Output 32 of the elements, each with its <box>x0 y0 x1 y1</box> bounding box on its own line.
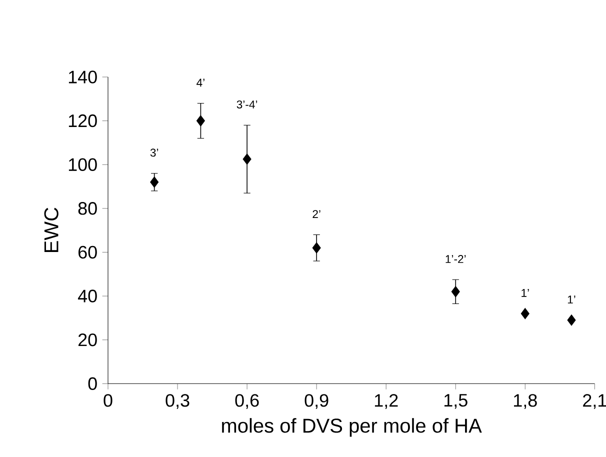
annotation: 4’ <box>196 78 204 87</box>
x-tick-label: 0,3 <box>166 394 190 409</box>
y-axis-title: EWC <box>44 208 58 252</box>
x-tick-label: 1,8 <box>514 394 537 409</box>
x-tick-label: 1,5 <box>444 394 468 409</box>
annotation: 3’-4’ <box>236 100 258 108</box>
x-tick-label: 0,9 <box>304 394 328 409</box>
point <box>451 286 460 298</box>
x-tick-label: 0,6 <box>235 394 259 409</box>
x-tick-label: 0 <box>104 394 112 407</box>
x-axis-title: moles of DVS per mole of HA <box>222 418 482 437</box>
point <box>520 308 530 320</box>
point <box>242 154 252 165</box>
annotation: 1’ <box>568 296 576 304</box>
annotation: 3’ <box>150 148 158 157</box>
y-tick-label: 0 <box>88 377 97 390</box>
y-tick-label: 20 <box>78 333 97 346</box>
y-tick-label: 100 <box>68 158 97 171</box>
x-tick-label: 2,1 <box>583 394 606 409</box>
point <box>567 314 576 326</box>
y-tick-label: 60 <box>78 246 97 259</box>
annotation: 1’ <box>522 289 529 297</box>
y-tick-label: 120 <box>68 114 97 128</box>
x-tick-label: 1,2 <box>374 394 398 409</box>
y-tick-label: 140 <box>68 70 97 84</box>
point <box>312 242 321 254</box>
point <box>196 115 205 126</box>
point <box>150 176 159 188</box>
annotation: 2’ <box>312 210 320 218</box>
y-tick-label: 40 <box>78 290 97 302</box>
annotation: 1’-2’ <box>446 255 466 263</box>
y-tick-label: 80 <box>78 202 97 215</box>
